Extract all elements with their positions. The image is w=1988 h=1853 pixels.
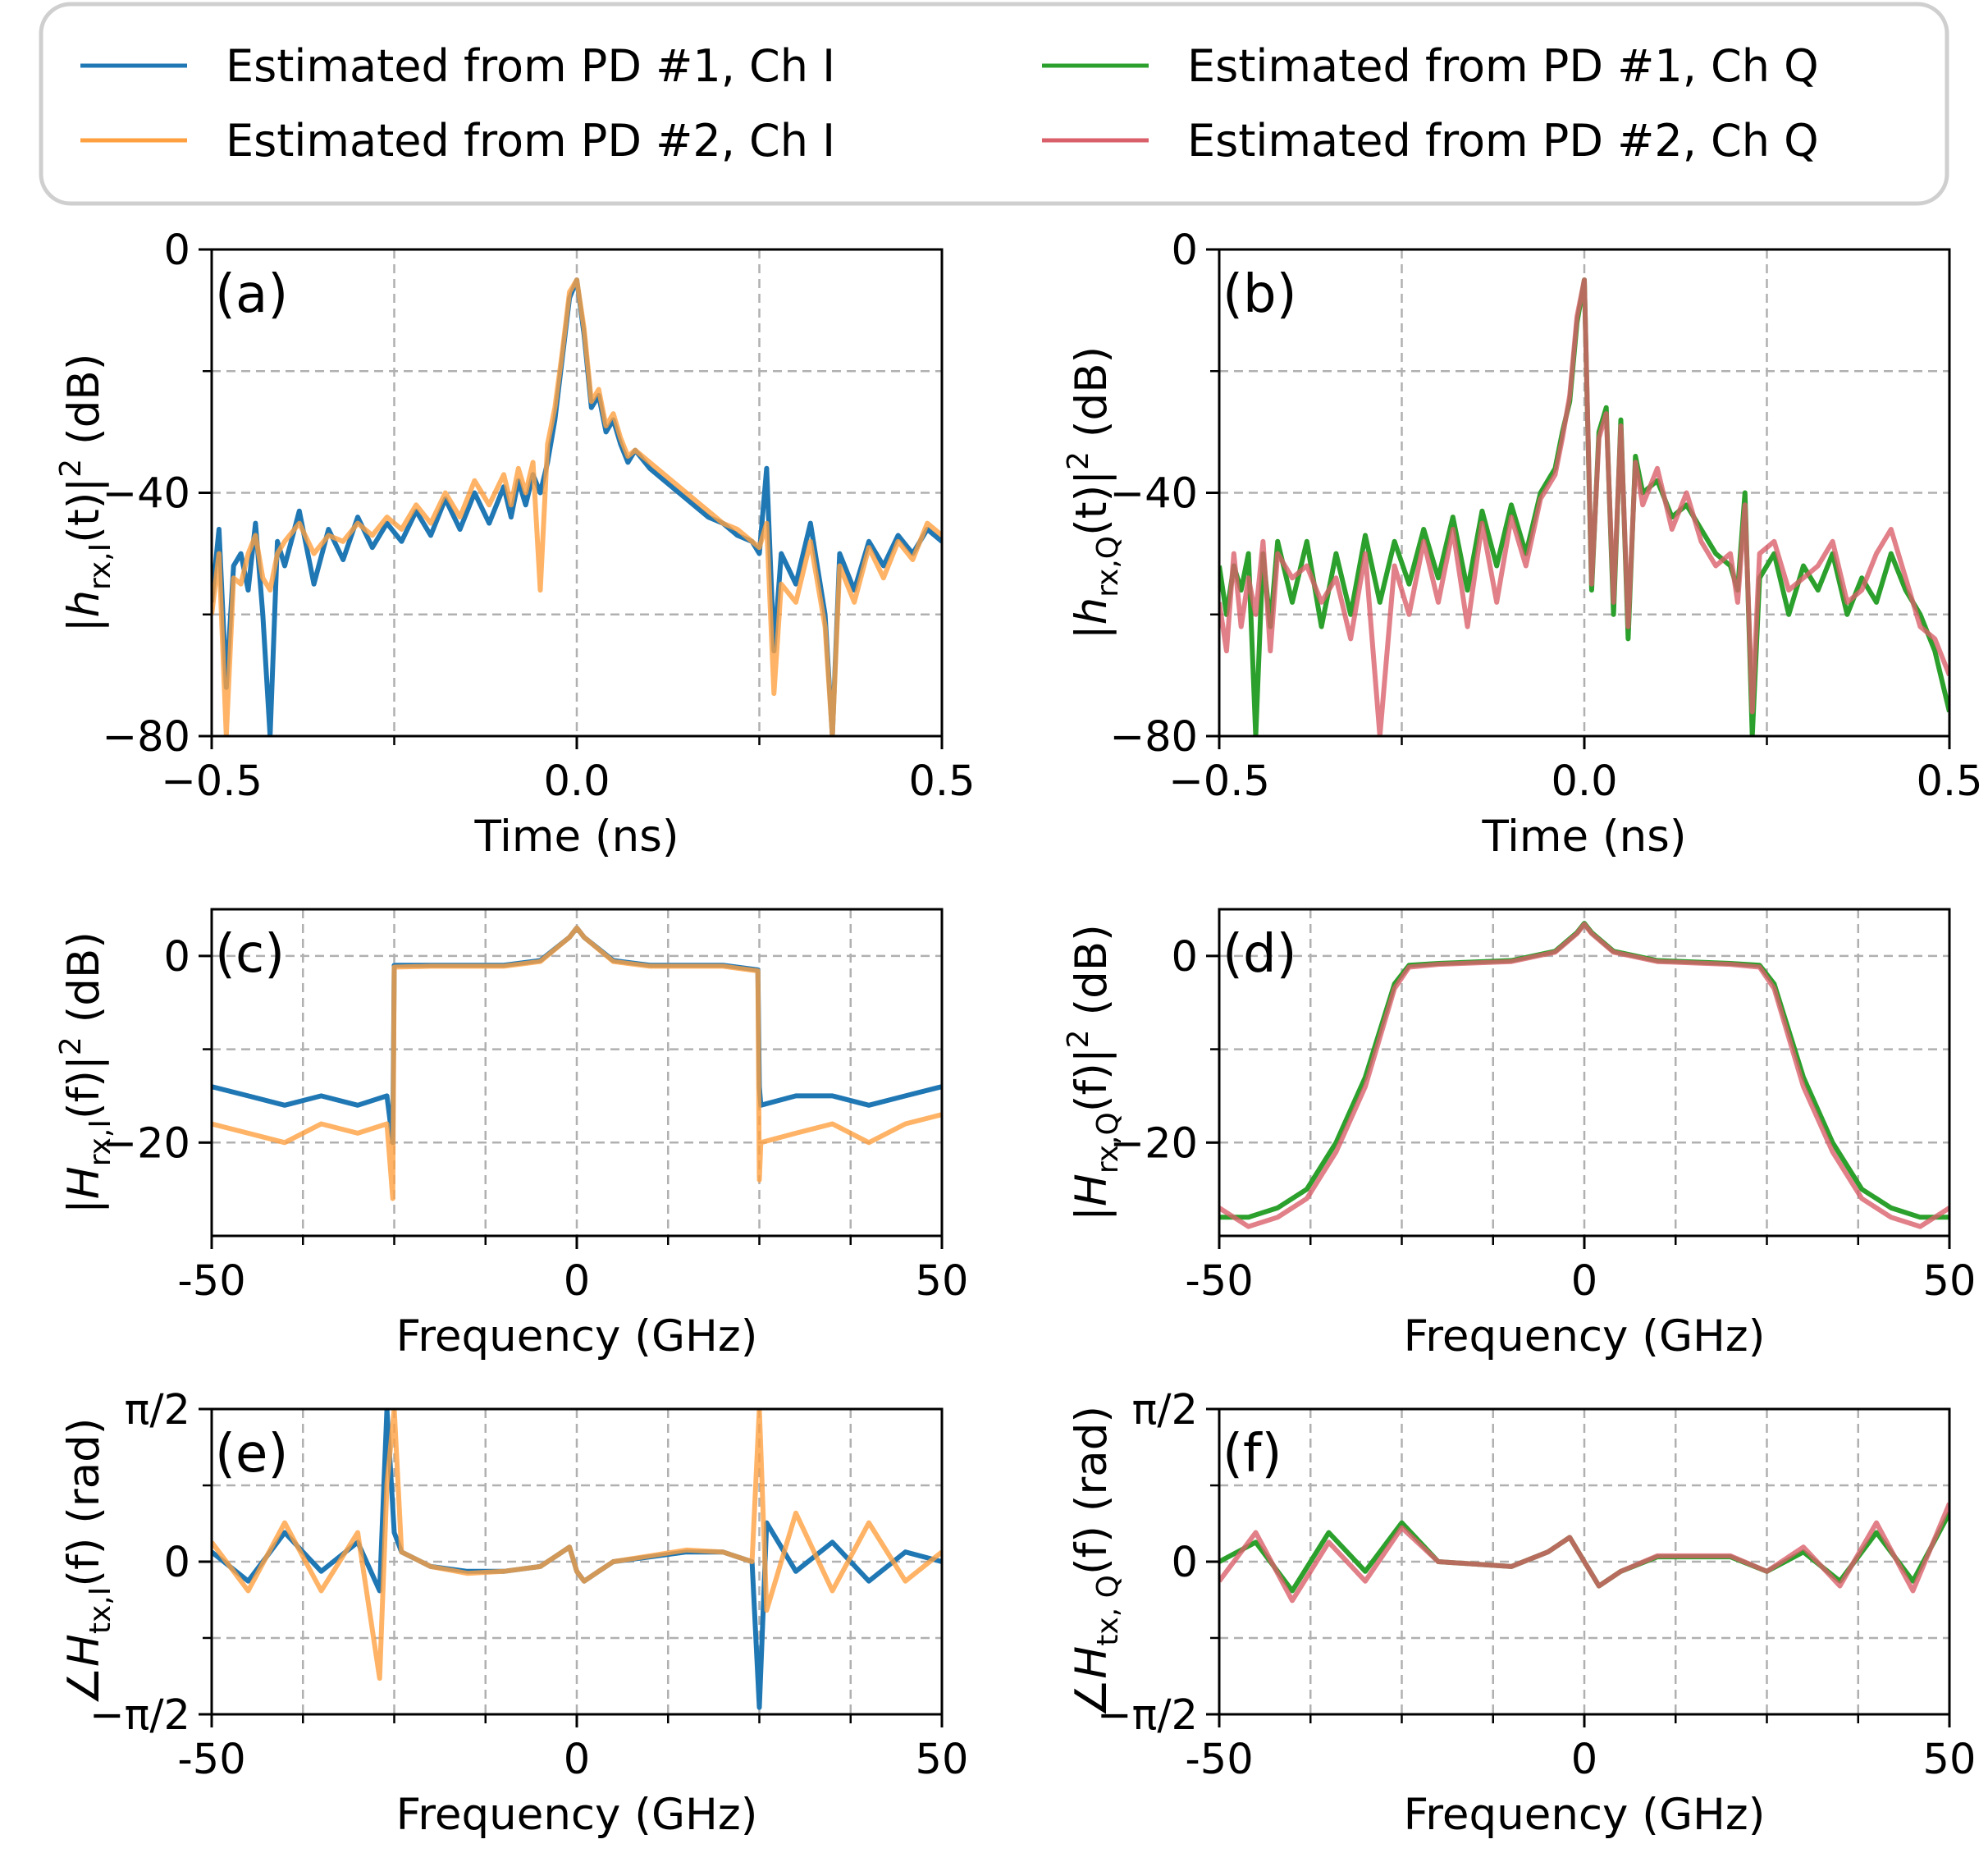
y-axis-label: ∠Htx, Q(f) (rad) bbox=[1067, 1406, 1125, 1718]
x-tick-label: -50 bbox=[1185, 1257, 1253, 1306]
x-tick-label: 0 bbox=[1571, 1736, 1597, 1784]
y-axis-label: ∠Htx,I(f) (rad) bbox=[59, 1418, 117, 1706]
legend-label-pd1-ch-q: Estimated from PD #1, Ch Q bbox=[1187, 40, 1819, 92]
x-tick-label: −0.5 bbox=[161, 757, 263, 806]
y-tick-label: −20 bbox=[102, 1119, 190, 1168]
y-tick-label: −20 bbox=[1109, 1119, 1198, 1168]
series-line-2 bbox=[1219, 922, 1949, 1229]
y-tick-label: −40 bbox=[1109, 470, 1198, 519]
y-tick-label: 0 bbox=[164, 933, 190, 981]
y-tick-label: π/2 bbox=[125, 1386, 190, 1434]
y-tick-label: 0 bbox=[164, 1539, 190, 1587]
panel-a: −0.5 0.0 0.5 −80 −40 0 (a) Time (ns) |hrx,I(t)|2… bbox=[54, 226, 976, 862]
x-axis-label: Time (ns) bbox=[1481, 812, 1686, 862]
panel-letter: (b) bbox=[1223, 264, 1297, 325]
series-line-2 bbox=[212, 277, 942, 736]
x-axis-label: Frequency (GHz) bbox=[396, 1790, 758, 1840]
series-line-2 bbox=[212, 925, 942, 1201]
y-tick-label: −π/2 bbox=[89, 1691, 190, 1740]
x-tick-label: -50 bbox=[177, 1257, 245, 1306]
x-tick-label: 50 bbox=[916, 1257, 969, 1306]
panel-e: -50 0 50 −π/2 0 π/2 (e) Frequency (GHz) ∠Htx,I(f… bbox=[59, 1386, 968, 1840]
y-tick-label: −40 bbox=[102, 470, 190, 519]
series-line-2 bbox=[212, 1409, 942, 1681]
legend-label-pd2-ch-q: Estimated from PD #2, Ch Q bbox=[1187, 115, 1819, 167]
series-line-2 bbox=[1219, 1502, 1949, 1604]
y-tick-label: π/2 bbox=[1132, 1386, 1198, 1434]
y-tick-label: −80 bbox=[1109, 713, 1198, 762]
panel-f: -50 0 50 −π/2 0 π/2 (f) Frequency (GHz) ∠Htx, Q(… bbox=[1067, 1386, 1976, 1840]
x-tick-label: 50 bbox=[1923, 1736, 1977, 1784]
y-tick-label: −π/2 bbox=[1097, 1691, 1198, 1740]
legend-label-pd2-ch-i: Estimated from PD #2, Ch I bbox=[226, 115, 835, 167]
y-tick-label: 0 bbox=[1172, 933, 1198, 981]
chart-panels: −0.5 0.0 0.5 −80 −40 0 (a) Time (ns) |hrx,I(t)|2… bbox=[54, 226, 1983, 1840]
x-axis-label: Time (ns) bbox=[473, 812, 679, 862]
x-tick-label: -50 bbox=[177, 1736, 245, 1784]
panel-letter: (a) bbox=[215, 264, 288, 325]
y-tick-label: −80 bbox=[102, 713, 190, 762]
panel-b: −0.5 0.0 0.5 −80 −40 0 (b) Time (ns) |hrx,Q(t)|2… bbox=[1062, 226, 1983, 862]
x-tick-label: 0.0 bbox=[543, 757, 610, 806]
x-axis-label: Frequency (GHz) bbox=[1404, 1311, 1766, 1361]
legend: Estimated from PD #1, Ch I Estimated fro… bbox=[39, 2, 1949, 206]
x-tick-label: 0 bbox=[564, 1736, 590, 1784]
x-tick-label: 0.5 bbox=[1916, 757, 1982, 806]
series-line-1 bbox=[1219, 921, 1949, 1220]
series-line-2 bbox=[1219, 277, 1949, 736]
x-axis-label: Frequency (GHz) bbox=[1404, 1790, 1766, 1840]
panel-letter: (e) bbox=[215, 1424, 288, 1485]
x-tick-label: −0.5 bbox=[1168, 757, 1270, 806]
x-tick-label: 0 bbox=[1571, 1257, 1597, 1306]
y-axis-label: |Hrx,Q(f)|2 (dB) bbox=[1062, 924, 1125, 1221]
panel-letter: (d) bbox=[1223, 924, 1297, 985]
x-tick-label: -50 bbox=[1185, 1736, 1253, 1784]
panel-letter: (f) bbox=[1223, 1424, 1282, 1485]
panel-letter: (c) bbox=[215, 924, 285, 985]
x-tick-label: 0.5 bbox=[908, 757, 975, 806]
y-tick-label: 0 bbox=[1172, 1539, 1198, 1587]
y-axis-label: |hrx,Q(t)|2 (dB) bbox=[1062, 346, 1125, 640]
panel-c: -50 0 50 −20 0 (c) Frequency (GHz) |Hrx,I(f)|2 … bbox=[54, 908, 969, 1361]
x-tick-label: 0.0 bbox=[1551, 757, 1617, 806]
panel-d: -50 0 50 −20 0 (d) Frequency (GHz) |Hrx,Q(f)|2 … bbox=[1062, 908, 1977, 1361]
x-tick-label: 50 bbox=[916, 1736, 969, 1784]
x-axis-label: Frequency (GHz) bbox=[396, 1311, 758, 1361]
y-axis-label: |hrx,I(t)|2 (dB) bbox=[54, 354, 117, 633]
x-tick-label: 50 bbox=[1923, 1257, 1977, 1306]
legend-label-pd1-ch-i: Estimated from PD #1, Ch I bbox=[226, 40, 835, 92]
y-tick-label: 0 bbox=[1172, 226, 1198, 275]
y-tick-label: 0 bbox=[164, 226, 190, 275]
legend-frame bbox=[39, 2, 1949, 206]
y-axis-label: |Hrx,I(f)|2 (dB) bbox=[54, 931, 117, 1214]
x-tick-label: 0 bbox=[564, 1257, 590, 1306]
